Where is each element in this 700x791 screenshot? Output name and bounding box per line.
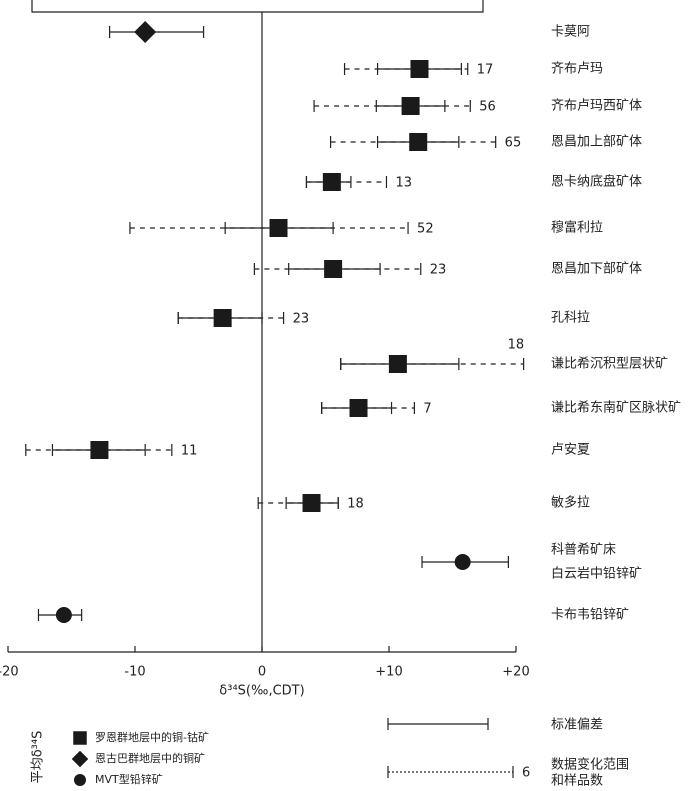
x-tick-label: 0 (258, 665, 266, 680)
sample-count: 23 (430, 263, 447, 278)
row-label: 穆富利拉 (551, 220, 603, 236)
legend-label: 和样品数 (551, 774, 603, 789)
square-marker (409, 133, 428, 151)
row-label: 恩昌加上部矿体 (551, 135, 642, 150)
x-tick-label: -10 (124, 665, 145, 680)
legend-label: 数据变化范围 (551, 757, 629, 773)
legend-title: 平均δ³⁴S (31, 731, 46, 784)
x-tick-label: -20 (0, 665, 19, 680)
square-marker (302, 494, 321, 512)
square-marker (349, 399, 368, 417)
row-label: 卡布韦铅锌矿 (551, 608, 629, 623)
diamond-marker (134, 21, 157, 43)
square-marker (322, 173, 341, 191)
sample-count: 18 (347, 497, 364, 512)
circle-marker (74, 774, 86, 786)
row-label: 孔科拉 (551, 311, 590, 326)
row-label: 卡莫阿 (551, 25, 590, 40)
legend-count: 6 (522, 766, 530, 781)
legend-label: 恩古巴群地层中的铜矿 (95, 751, 205, 765)
row-label: 白云岩中铅锌矿 (551, 566, 642, 582)
legend-label: 罗恩群地层中的铜-钴矿 (95, 730, 209, 744)
square-marker (269, 219, 288, 237)
sample-count: 11 (181, 444, 198, 459)
row-label: 恩昌加下部矿体 (551, 262, 642, 277)
square-marker (401, 97, 420, 115)
x-tick-label: +20 (502, 665, 529, 680)
row-label: 恩卡纳底盘矿体 (551, 174, 642, 190)
row-label: 谦比希东南矿区脉状矿 (551, 400, 681, 416)
square-marker (90, 441, 109, 459)
row-label: 齐布卢玛 (551, 61, 603, 77)
sample-count: 13 (395, 176, 412, 191)
row-label: 科普希矿床 (551, 543, 616, 558)
diamond-marker (71, 750, 89, 768)
sample-count: 17 (477, 63, 494, 78)
circle-marker (454, 554, 471, 570)
circle-marker (55, 607, 72, 623)
square-marker (388, 355, 407, 373)
sample-count: 18 (508, 338, 525, 353)
top-bracket (31, 0, 484, 13)
row-label: 卢安夏 (551, 442, 590, 458)
row-label: 谦比希沉积型层状矿 (551, 357, 668, 372)
legend-label: MVT型铅锌矿 (95, 772, 163, 786)
square-marker (410, 60, 429, 78)
sample-count: 7 (423, 402, 431, 417)
square-marker (213, 309, 232, 327)
x-axis-label: δ³⁴S(‰,CDT) (219, 684, 304, 699)
square-marker (73, 731, 87, 745)
legend-label: 标准偏差 (551, 718, 603, 733)
row-label: 齐布卢玛西矿体 (551, 98, 642, 114)
square-marker (324, 260, 343, 278)
sample-count: 65 (505, 136, 522, 151)
sample-count: 23 (293, 312, 310, 327)
sample-count: 52 (417, 222, 434, 237)
x-tick-label: +10 (375, 665, 402, 680)
row-label: 敏多拉 (551, 495, 590, 511)
sample-count: 56 (479, 100, 496, 115)
